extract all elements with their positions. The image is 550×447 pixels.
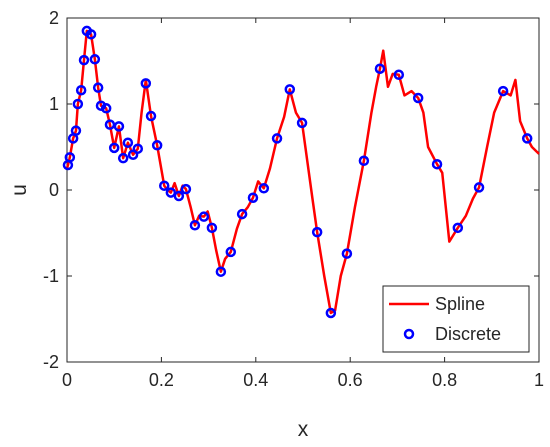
x-tick-label: 0.8 xyxy=(432,370,457,390)
data-point xyxy=(158,180,170,191)
x-tick-label: 1 xyxy=(534,370,544,390)
y-tick-label: -2 xyxy=(43,352,59,372)
data-point xyxy=(412,92,424,104)
data-point xyxy=(311,226,323,238)
data-point xyxy=(325,307,337,319)
data-point xyxy=(122,137,134,148)
data-point xyxy=(108,142,120,154)
data-point xyxy=(132,143,144,154)
data-point xyxy=(113,121,125,132)
data-point xyxy=(89,54,101,65)
x-tick-label: 0.4 xyxy=(243,370,268,390)
data-point xyxy=(78,54,90,66)
data-point xyxy=(296,117,308,129)
data-point xyxy=(117,152,129,164)
data-point xyxy=(452,222,464,234)
data-point xyxy=(341,248,353,259)
data-point xyxy=(140,78,152,89)
legend-label: Spline xyxy=(435,294,485,314)
data-point xyxy=(374,63,386,74)
data-point xyxy=(180,183,192,195)
data-point xyxy=(104,119,116,130)
data-point xyxy=(271,133,283,144)
x-axis-label: x xyxy=(298,418,309,441)
data-point xyxy=(236,208,248,220)
y-tick-label: -1 xyxy=(43,266,59,286)
data-point xyxy=(165,187,177,198)
y-axis-label: u xyxy=(8,184,31,196)
data-point xyxy=(145,110,157,122)
data-point xyxy=(358,155,370,167)
data-point xyxy=(393,69,405,81)
data-point xyxy=(247,192,259,203)
data-point xyxy=(64,152,76,163)
legend-marker xyxy=(403,328,415,340)
y-tick-label: 2 xyxy=(49,8,59,28)
data-point xyxy=(431,158,443,170)
legend-label: Discrete xyxy=(435,324,501,344)
y-tick-label: 0 xyxy=(49,180,59,200)
data-point xyxy=(100,103,112,114)
data-point xyxy=(284,84,296,95)
y-tick-label: 1 xyxy=(49,94,59,114)
data-point xyxy=(521,133,533,144)
data-point xyxy=(473,182,485,193)
data-point xyxy=(258,183,270,194)
data-point xyxy=(95,100,107,111)
data-point xyxy=(85,29,97,40)
data-point xyxy=(497,85,509,97)
data-point xyxy=(75,84,87,96)
data-point xyxy=(173,190,185,202)
data-point xyxy=(198,211,210,222)
data-point xyxy=(225,246,237,258)
data-point xyxy=(92,82,104,93)
data-point xyxy=(215,266,227,277)
data-point xyxy=(151,140,163,151)
data-point xyxy=(72,98,84,110)
x-tick-label: 0.2 xyxy=(149,370,174,390)
x-tick-label: 0.6 xyxy=(338,370,363,390)
data-point xyxy=(206,222,218,234)
data-point xyxy=(70,125,82,136)
legend xyxy=(382,285,530,353)
data-point xyxy=(189,220,201,231)
x-tick-label: 0 xyxy=(62,370,72,390)
